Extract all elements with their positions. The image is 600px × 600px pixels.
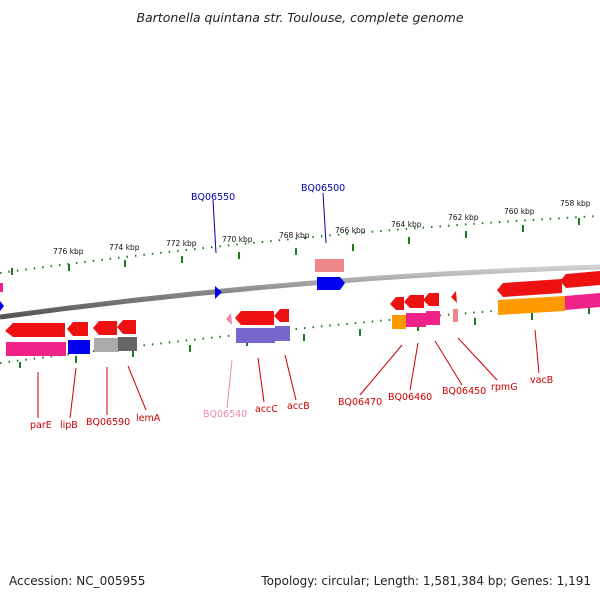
kbp-label: 774 kbp: [109, 243, 140, 252]
leader-line: [359, 344, 403, 396]
kbp-label: 770 kbp: [222, 235, 253, 244]
gene-arrow[interactable]: [0, 301, 4, 311]
gene-arrow[interactable]: [0, 283, 3, 292]
gene-labels: BQ06550 BQ06500 parE lipB BQ06590 lemA B…: [30, 183, 553, 431]
gene-arrow-BQ06590[interactable]: [93, 321, 117, 335]
leader-line: [434, 340, 463, 386]
cog-block-BQ06470[interactable]: [392, 315, 406, 329]
gene-arrow[interactable]: [560, 271, 600, 288]
gene-arrow-BQ06460[interactable]: [404, 295, 424, 308]
genome-backbone: [0, 264, 600, 320]
outer-strand-features: [0, 259, 345, 311]
gene-label-BQ06470[interactable]: BQ06470: [338, 397, 382, 408]
gene-label-BQ06500[interactable]: BQ06500: [301, 183, 345, 194]
gene-arrow-lipB[interactable]: [67, 322, 88, 336]
genome-summary-text: Topology: circular; Length: 1,581,384 bp…: [261, 574, 591, 588]
leader-line: [534, 329, 540, 374]
kbp-scale-labels: 776 kbp 774 kbp 772 kbp 770 kbp 768 kbp …: [53, 199, 591, 256]
gene-arrow-BQ06500[interactable]: [317, 277, 345, 290]
gene-label-accB[interactable]: accB: [287, 401, 310, 412]
cog-block-BQ06500[interactable]: [315, 259, 344, 272]
gene-label-BQ06550[interactable]: BQ06550: [191, 192, 235, 203]
leader-line: [69, 367, 77, 419]
gene-label-BQ06460[interactable]: BQ06460: [388, 392, 432, 403]
kbp-label: 764 kbp: [391, 220, 422, 229]
kbp-label: 772 kbp: [166, 239, 197, 248]
cog-block-parE[interactable]: [6, 342, 66, 356]
gene-arrow-BQ06550[interactable]: [215, 286, 222, 299]
kbp-label: 768 kbp: [279, 231, 310, 240]
gene-arrow-vacB[interactable]: [497, 279, 562, 297]
gene-label-accC[interactable]: accC: [255, 404, 278, 415]
gene-arrow-parE[interactable]: [5, 323, 65, 337]
leader-line: [127, 365, 147, 411]
gene-label-parE[interactable]: parE: [30, 420, 52, 431]
cog-block-lipB[interactable]: [68, 340, 90, 354]
kbp-label: 766 kbp: [335, 226, 366, 235]
gene-arrow-BQ06540[interactable]: [226, 313, 232, 325]
gene-label-BQ06540[interactable]: BQ06540: [203, 409, 247, 420]
leader-line: [409, 342, 419, 391]
gene-label-BQ06450[interactable]: BQ06450: [442, 386, 486, 397]
gene-arrow-BQ06450[interactable]: [423, 293, 439, 306]
leader-line: [284, 354, 297, 401]
leader-line: [212, 199, 217, 254]
leader-line: [257, 357, 265, 403]
leader-lines: [37, 192, 540, 419]
gene-label-vacB[interactable]: vacB: [530, 375, 553, 386]
cog-block-vacB[interactable]: [498, 296, 565, 315]
cog-block-BQ06450[interactable]: [426, 311, 440, 325]
cog-block-BQ06590[interactable]: [94, 338, 119, 352]
gene-label-lemA[interactable]: lemA: [136, 413, 161, 424]
gene-label-BQ06590[interactable]: BQ06590: [86, 417, 130, 428]
leader-line: [226, 359, 233, 409]
kbp-label: 758 kbp: [560, 199, 591, 208]
gene-label-rpmG[interactable]: rpmG: [491, 382, 518, 393]
genome-title: Bartonella quintana str. Toulouse, compl…: [136, 10, 464, 25]
cog-block-lemA[interactable]: [118, 337, 137, 351]
leader-line: [457, 337, 498, 381]
cog-block-accC[interactable]: [236, 328, 275, 343]
kbp-label: 760 kbp: [504, 207, 535, 216]
gene-arrow-accC[interactable]: [235, 311, 274, 325]
gene-label-lipB[interactable]: lipB: [60, 420, 78, 431]
leader-line: [322, 192, 327, 244]
kbp-label: 762 kbp: [448, 213, 479, 222]
inner-strand-features: [5, 271, 600, 356]
gene-arrow-rpmG[interactable]: [451, 291, 457, 303]
cog-block-rpmG[interactable]: [453, 309, 458, 322]
kbp-label: 776 kbp: [53, 247, 84, 256]
outer-tick-track: [0, 215, 600, 275]
cog-block-accB[interactable]: [275, 326, 290, 341]
gene-arrow-accB[interactable]: [274, 309, 289, 322]
gene-arrow-lemA[interactable]: [117, 320, 136, 334]
gene-arrow-BQ06470[interactable]: [390, 297, 404, 310]
cog-block-BQ06460[interactable]: [406, 313, 426, 327]
accession-text: Accession: NC_005955: [9, 574, 146, 588]
cog-block[interactable]: [565, 293, 600, 310]
